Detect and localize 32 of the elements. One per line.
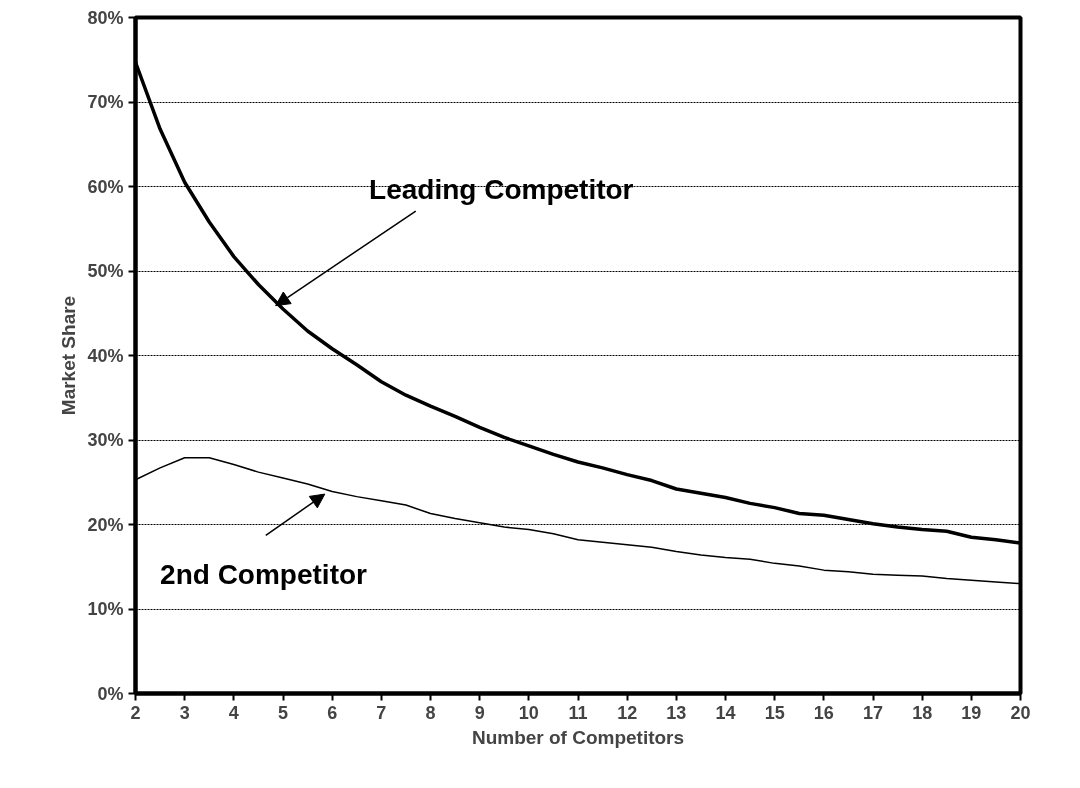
x-tick-label: 18	[912, 702, 933, 723]
x-tick-label: 16	[813, 702, 834, 723]
x-tick-label: 11	[568, 702, 588, 723]
y-tick-label: 10%	[87, 599, 124, 619]
x-tick-label: 12	[617, 702, 638, 723]
y-tick-label: 50%	[87, 261, 124, 281]
annotation: 2nd Competitor	[160, 558, 368, 590]
x-tick-label: 5	[277, 702, 289, 723]
x-tick-label: 17	[862, 702, 884, 723]
annotation: Leading Competitor	[369, 173, 634, 205]
x-tick-label: 3	[179, 702, 190, 723]
y-tick-label: 0%	[97, 683, 124, 704]
x-tick-label: 8	[425, 702, 436, 723]
x-tick-label: 13	[666, 702, 687, 723]
x-tick-label: 10	[518, 702, 539, 723]
x-tick-label: 6	[327, 702, 338, 723]
y-tick-label: 40%	[87, 345, 124, 366]
x-tick-label: 4	[228, 702, 239, 723]
y-tick-label: 20%	[87, 514, 124, 535]
y-tick-label: 80%	[87, 7, 124, 28]
y-tick-label: 60%	[87, 176, 124, 197]
y-axis-title: Market Share	[58, 295, 80, 416]
y-tick-label: 30%	[87, 430, 124, 450]
x-tick-label: 14	[715, 702, 736, 723]
x-axis-title: Number of Competitors	[471, 726, 685, 748]
x-tick-label: 15	[764, 702, 785, 723]
x-tick-label: 2	[130, 702, 141, 723]
x-tick-label: 19	[961, 702, 982, 723]
y-tick-label: 70%	[87, 92, 124, 112]
x-tick-label: 9	[474, 702, 485, 723]
x-tick-label: 20	[1010, 702, 1031, 723]
x-tick-label: 7	[376, 702, 387, 723]
